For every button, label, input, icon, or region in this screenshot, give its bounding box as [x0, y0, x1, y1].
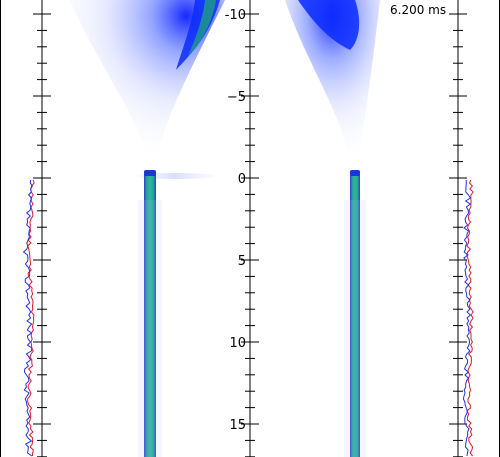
axis-tick-label: 10: [229, 336, 246, 351]
center-axis: -10 −5 0 5 10 15: [225, 0, 259, 457]
axis-tick-label: −5: [227, 90, 246, 105]
axis-tick-label: 5: [238, 254, 246, 269]
right-axis: [449, 0, 500, 457]
right-profile-traces: [462, 179, 474, 457]
left-axis: [0, 0, 51, 457]
left-profile-traces: [22, 179, 35, 457]
right-liquid-jet: [344, 170, 366, 457]
center-axis-labels: -10 −5 0 5 10 15: [225, 8, 246, 433]
left-profile-red-trace: [27, 179, 35, 457]
right-profile-blue-trace: [462, 179, 472, 457]
timestamp-label: 6.200 ms: [390, 3, 446, 17]
right-spray-plume: [285, 0, 380, 160]
right-profile-red-trace: [466, 179, 474, 457]
left-axis-ticks: [33, 13, 51, 457]
left-liquid-jet: [138, 170, 162, 457]
axis-tick-label: 0: [238, 172, 246, 187]
left-spray-plume: [70, 0, 225, 179]
axis-tick-label: -10: [225, 8, 246, 23]
left-profile-blue-trace: [22, 179, 33, 457]
right-axis-ticks: [449, 13, 467, 457]
axis-tick-label: 15: [229, 418, 246, 433]
